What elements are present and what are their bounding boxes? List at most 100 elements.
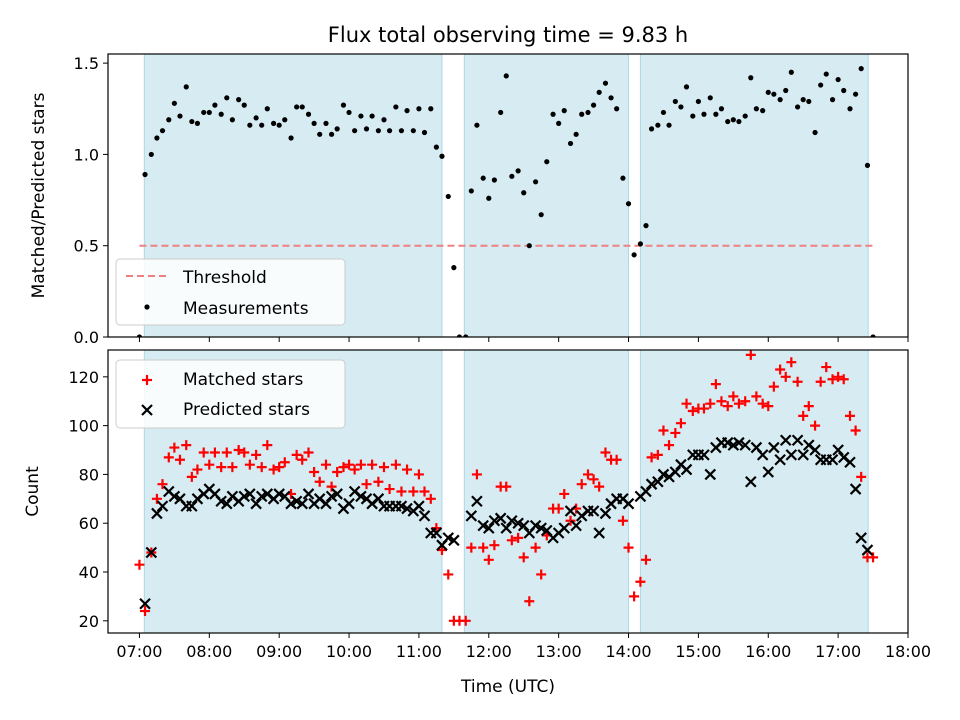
xtick-label-8: 15:00 — [675, 642, 721, 661]
top-series-0 — [136, 66, 876, 337]
point-matched-stars-0 — [134, 559, 145, 570]
point-measurements-96 — [695, 98, 701, 105]
point-matched-stars-25 — [279, 457, 290, 468]
point-predicted-stars-1 — [145, 546, 158, 559]
point-measurements-63 — [503, 73, 509, 79]
point-matched-stars-117 — [815, 376, 826, 387]
point-measurements-47 — [410, 128, 416, 134]
point-measurements-13 — [212, 102, 218, 108]
point-measurements-70 — [544, 159, 550, 165]
point-matched-stars-41 — [373, 476, 384, 487]
point-matched-stars-47 — [408, 486, 419, 497]
point-measurements-119 — [829, 97, 836, 103]
point-measurements-32 — [323, 120, 329, 126]
point-measurements-41 — [375, 128, 381, 134]
point-predicted-stars-81 — [622, 497, 635, 510]
top-panel: 0.0 0.5 1.0 1.5 Matched/Predicted stars Thres… — [29, 53, 909, 347]
legend-predicted-swatch — [141, 404, 153, 416]
point-matched-stars-16 — [227, 462, 238, 473]
point-measurements-61 — [491, 177, 497, 183]
point-matched-stars-58 — [471, 469, 482, 480]
point-predicted-stars-57 — [483, 522, 495, 534]
point-measurements-87 — [643, 223, 649, 229]
point-matched-stars-103 — [733, 398, 744, 409]
point-measurements-72 — [556, 120, 562, 126]
point-predicted-stars-76 — [593, 527, 605, 539]
point-measurements-46 — [404, 108, 410, 114]
point-matched-stars-60 — [483, 554, 494, 565]
point-measurements-78 — [590, 102, 597, 108]
point-measurements-115 — [806, 98, 812, 105]
point-matched-stars-69 — [536, 569, 547, 580]
point-matched-stars-85 — [629, 591, 640, 602]
point-measurements-112 — [788, 69, 794, 75]
point-measurements-109 — [771, 91, 777, 97]
point-predicted-stars-71 — [564, 505, 577, 517]
point-matched-stars-90 — [658, 425, 669, 436]
bottom-legend: Matched stars Predicted stars — [115, 359, 346, 429]
point-measurements-51 — [433, 144, 439, 150]
point-matched-stars-44 — [390, 459, 401, 470]
point-matched-stars-122 — [845, 410, 856, 421]
point-measurements-0 — [136, 334, 143, 337]
bottom-ytick-label-1: 40 — [79, 563, 99, 582]
point-matched-stars-56 — [460, 615, 471, 626]
point-predicted-stars-40 — [372, 493, 385, 505]
point-matched-stars-112 — [786, 357, 797, 368]
point-measurements-30 — [311, 120, 317, 126]
point-measurements-3 — [154, 135, 160, 141]
xtick-label-3: 10:00 — [326, 642, 372, 661]
top-ylabel: Matched/Predicted stars — [29, 92, 49, 298]
point-matched-stars-115 — [803, 401, 814, 412]
point-predicted-stars-118 — [844, 456, 856, 469]
point-matched-stars-126 — [868, 552, 879, 563]
point-predicted-stars-61 — [506, 514, 518, 527]
point-measurements-123 — [852, 91, 859, 97]
point-predicted-stars-121 — [861, 544, 874, 556]
point-matched-stars-35 — [338, 462, 349, 473]
point-matched-stars-23 — [268, 464, 279, 475]
point-predicted-stars-14 — [220, 497, 233, 510]
point-matched-stars-114 — [798, 410, 809, 421]
point-matched-stars-88 — [646, 452, 657, 463]
point-measurements-64 — [509, 173, 515, 179]
point-matched-stars-80 — [600, 447, 611, 458]
point-measurements-62 — [498, 109, 504, 116]
point-matched-stars-76 — [576, 479, 587, 490]
point-measurements-35 — [340, 102, 347, 108]
point-matched-stars-31 — [314, 476, 325, 487]
point-predicted-stars-0 — [139, 597, 151, 610]
point-matched-stars-95 — [687, 405, 698, 416]
point-measurements-83 — [620, 175, 626, 181]
point-measurements-19 — [247, 122, 253, 128]
point-matched-stars-74 — [565, 515, 576, 526]
top-axes-frame — [107, 53, 909, 338]
point-measurements-102 — [730, 117, 736, 123]
point-measurements-85 — [631, 252, 637, 258]
point-matched-stars-10 — [192, 464, 203, 475]
point-matched-stars-84 — [623, 542, 634, 553]
point-matched-stars-30 — [309, 466, 320, 477]
point-measurements-95 — [690, 113, 696, 119]
point-measurements-71 — [550, 111, 556, 117]
point-predicted-stars-70 — [558, 522, 571, 534]
legend-matched-swatch — [142, 375, 152, 385]
top-shaded-interval-2 — [639, 54, 869, 337]
point-matched-stars-36 — [344, 459, 355, 470]
bottom-panel: 20 40 60 80 100 120 07:00 08:00 09:00 10:00 11:00 1… — [23, 349, 931, 697]
point-matched-stars-29 — [303, 447, 314, 458]
point-matched-stars-48 — [413, 469, 424, 480]
point-measurements-106 — [753, 106, 759, 112]
point-measurements-111 — [783, 87, 789, 94]
point-matched-stars-66 — [518, 552, 529, 563]
point-matched-stars-5 — [163, 452, 174, 463]
point-measurements-52 — [439, 153, 445, 159]
point-matched-stars-63 — [501, 481, 512, 492]
point-matched-stars-72 — [553, 503, 564, 514]
point-matched-stars-100 — [716, 396, 727, 407]
point-measurements-77 — [585, 109, 591, 116]
point-predicted-stars-27 — [296, 497, 309, 510]
point-measurements-18 — [241, 102, 247, 108]
xtick-label-11: 18:00 — [885, 642, 931, 661]
point-measurements-31 — [317, 131, 323, 137]
